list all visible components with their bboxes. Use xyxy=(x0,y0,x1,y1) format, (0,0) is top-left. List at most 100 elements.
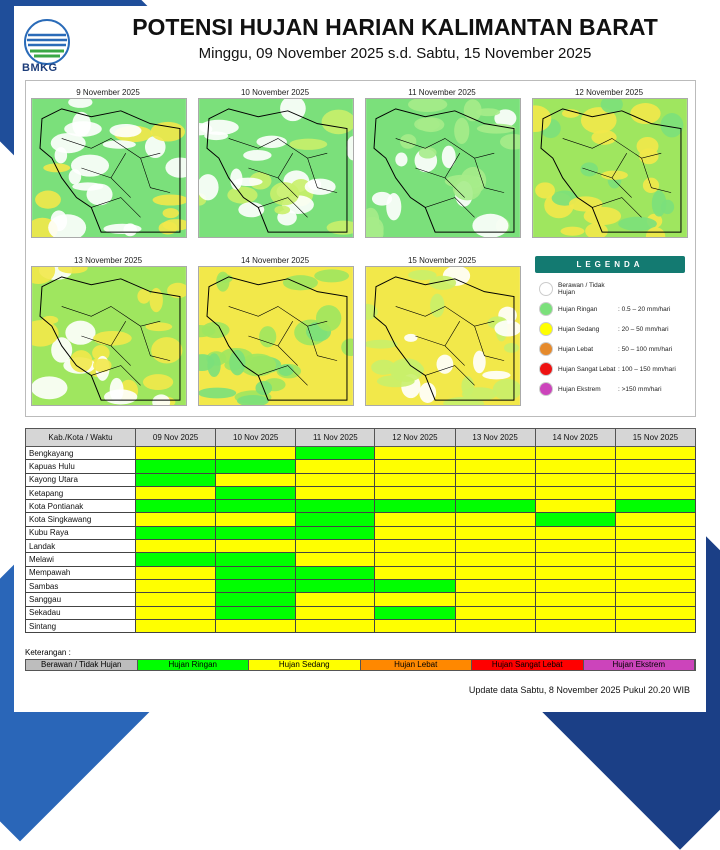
map-date-label: 10 November 2025 xyxy=(240,88,310,97)
forecast-cell xyxy=(295,605,376,620)
forecast-cell xyxy=(295,512,376,527)
forecast-cell xyxy=(614,459,697,474)
forecast-cell xyxy=(454,539,536,554)
legend-swatch-icon xyxy=(539,362,553,376)
forecast-cell xyxy=(614,552,697,567)
keterangan-item: Berawan / Tidak Hujan xyxy=(26,660,138,670)
keterangan-item: Hujan Ringan xyxy=(137,660,249,670)
region-name: Kayong Utara xyxy=(25,472,136,487)
forecast-cell xyxy=(374,539,456,554)
legend-swatch-icon xyxy=(539,302,553,316)
forecast-cell xyxy=(134,459,217,474)
forecast-cell xyxy=(454,552,536,567)
forecast-cell xyxy=(215,472,297,487)
column-header: 15 Nov 2025 xyxy=(614,428,697,447)
forecast-cell xyxy=(134,499,217,514)
rain-map: 12 November 2025 xyxy=(529,82,689,242)
forecast-cell xyxy=(534,578,616,594)
forecast-cell xyxy=(215,445,297,461)
forecast-cell xyxy=(215,499,297,514)
forecast-cell xyxy=(454,578,536,594)
column-header: 13 Nov 2025 xyxy=(454,428,536,447)
map-image xyxy=(198,98,354,238)
forecast-cell xyxy=(134,512,217,527)
forecast-cell xyxy=(374,445,456,461)
keterangan-bar: Berawan / Tidak Hujan Hujan Ringan Hujan S… xyxy=(25,659,696,671)
table-row: Kubu Raya xyxy=(25,525,697,541)
forecast-cell xyxy=(454,472,536,487)
forecast-cell xyxy=(614,485,697,501)
forecast-cell xyxy=(454,525,536,541)
forecast-cell xyxy=(614,512,697,527)
keterangan-item: Hujan Lebat xyxy=(360,660,472,670)
table-row: Sekadau xyxy=(25,605,697,620)
forecast-cell xyxy=(215,618,297,634)
map-date-label: 9 November 2025 xyxy=(76,88,140,97)
legend: LEGENDA Berawan / Tidak Hujan Hujan Ringa… xyxy=(535,256,685,399)
forecast-cell xyxy=(534,565,616,580)
forecast-cell xyxy=(614,605,697,620)
forecast-cell xyxy=(295,539,376,554)
column-header: 10 Nov 2025 xyxy=(215,428,297,447)
legend-item: Hujan Lebat: 50 – 100 mm/hari xyxy=(535,339,685,359)
region-name: Kapuas Hulu xyxy=(25,459,136,474)
map-date-label: 11 November 2025 xyxy=(408,88,476,97)
forecast-cell xyxy=(374,578,456,594)
table-row: Mempawah xyxy=(25,565,697,580)
forecast-cell xyxy=(134,539,217,554)
region-name: Kubu Raya xyxy=(25,525,136,541)
page-title: POTENSI HUJAN HARIAN KALIMANTAN BARAT xyxy=(132,14,658,40)
table-row: Ketapang xyxy=(25,485,697,501)
forecast-cell xyxy=(374,605,456,620)
region-name: Kota Pontianak xyxy=(25,499,136,514)
region-name: Sanggau xyxy=(25,592,136,607)
map-date-label: 12 November 2025 xyxy=(574,88,644,97)
map-image xyxy=(31,98,187,238)
column-header: 09 Nov 2025 xyxy=(134,428,217,447)
forecast-cell xyxy=(614,472,697,487)
forecast-cell xyxy=(295,459,376,474)
forecast-cell xyxy=(454,565,536,580)
column-header: Kab./Kota / Waktu xyxy=(25,428,136,447)
forecast-cell xyxy=(215,485,297,501)
forecast-table: Kab./Kota / Waktu 09 Nov 2025 10 Nov 2025 1… xyxy=(25,428,697,634)
column-header: 12 Nov 2025 xyxy=(374,428,456,447)
rain-map: 10 November 2025 xyxy=(195,82,355,242)
forecast-cell xyxy=(215,552,297,567)
column-header: 11 Nov 2025 xyxy=(295,428,376,447)
keterangan-item: Hujan Ekstrem xyxy=(583,660,695,670)
forecast-cell xyxy=(374,525,456,541)
forecast-cell xyxy=(614,592,697,607)
keterangan-label: Keterangan : xyxy=(25,648,71,657)
forecast-cell xyxy=(215,578,297,594)
legend-item-name: Hujan Lebat xyxy=(558,345,594,353)
table-row: Sambas xyxy=(25,578,697,594)
forecast-cell xyxy=(134,605,217,620)
legend-item-name: Berawan / Tidak Hujan xyxy=(558,282,605,296)
legend-title: LEGENDA xyxy=(535,256,685,273)
column-header: 14 Nov 2025 xyxy=(534,428,616,447)
forecast-cell xyxy=(215,605,297,620)
legend-item-range: : >150 mm/hari xyxy=(618,385,662,393)
legend-item-range: : 100 – 150 mm/hari xyxy=(618,365,676,373)
forecast-cell xyxy=(215,512,297,527)
legend-item: Berawan / Tidak Hujan xyxy=(535,279,685,299)
table-row: Kayong Utara xyxy=(25,472,697,487)
forecast-cell xyxy=(534,512,616,527)
forecast-cell xyxy=(134,592,217,607)
legend-swatch-icon xyxy=(539,382,553,396)
region-name: Kota Singkawang xyxy=(25,512,136,527)
legend-item-range: : 20 – 50 mm/hari xyxy=(618,325,669,333)
forecast-cell xyxy=(454,592,536,607)
table-row: Landak xyxy=(25,539,697,554)
table-row: Kapuas Hulu xyxy=(25,459,697,474)
region-name: Sekadau xyxy=(25,605,136,620)
forecast-cell xyxy=(295,552,376,567)
forecast-cell xyxy=(215,565,297,580)
forecast-cell xyxy=(614,618,697,634)
bmkg-logo xyxy=(24,19,70,65)
map-image xyxy=(532,98,688,238)
keterangan-item: Hujan Sangat Lebat xyxy=(472,660,584,670)
table-row: Bengkayang xyxy=(25,445,697,461)
forecast-cell xyxy=(534,552,616,567)
